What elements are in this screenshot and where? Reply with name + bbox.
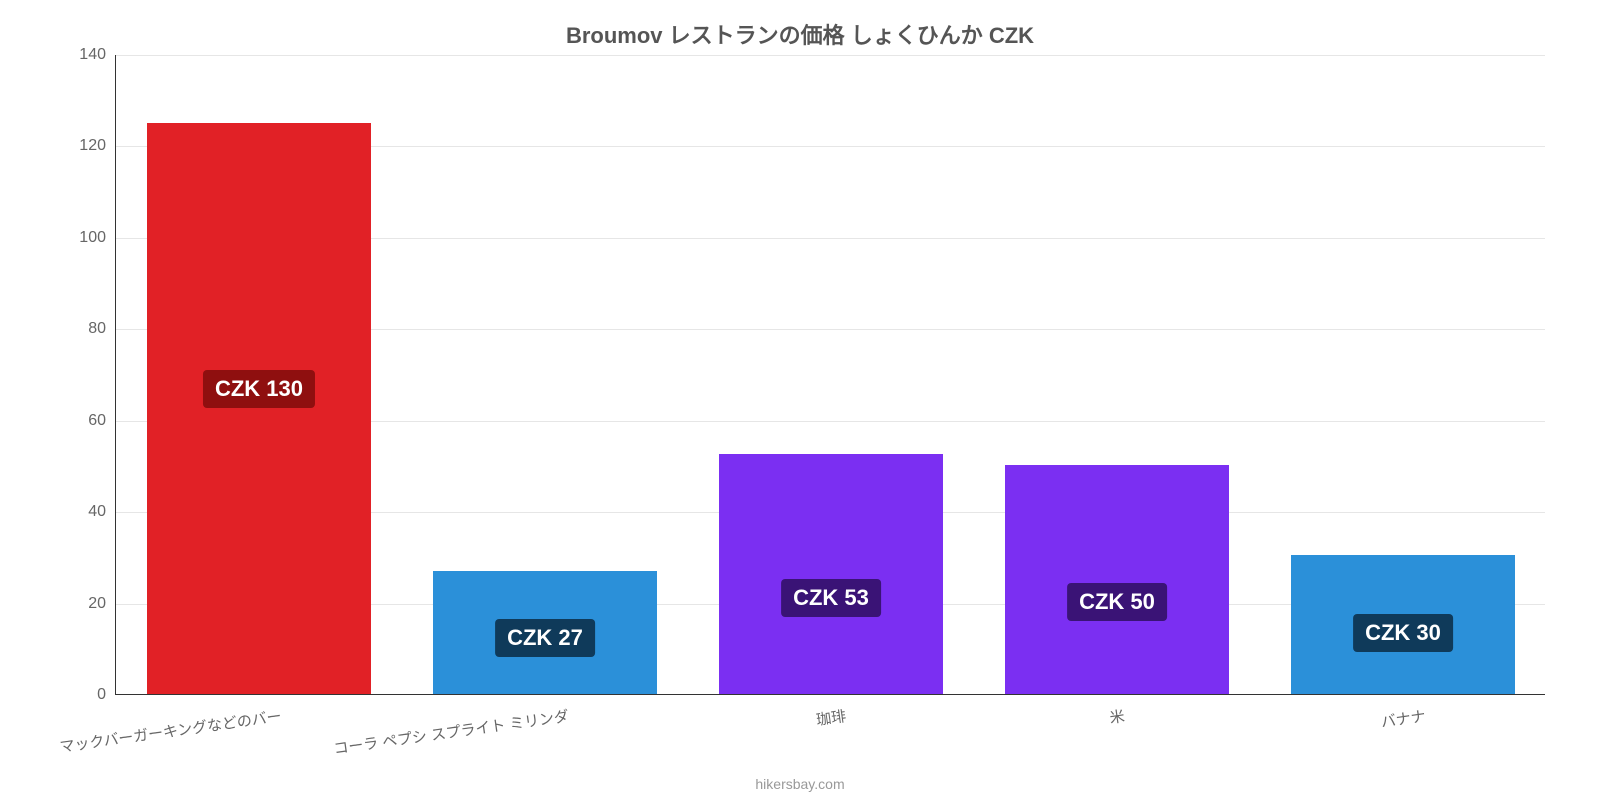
x-axis-tick-label: バナナ — [1379, 705, 1427, 732]
y-axis-tick-label: 0 — [66, 686, 106, 704]
bar-value-label: CZK 53 — [781, 579, 881, 617]
bar-value-label: CZK 130 — [203, 370, 315, 408]
x-axis-tick-label: 米 — [1108, 705, 1126, 728]
gridline — [116, 55, 1545, 56]
x-axis-tick-label: 珈琲 — [815, 705, 848, 730]
bar-value-label: CZK 30 — [1353, 614, 1453, 652]
y-axis-tick-label: 100 — [66, 229, 106, 247]
y-axis-tick-label: 140 — [66, 46, 106, 64]
y-axis-tick-label: 40 — [66, 503, 106, 521]
attribution-text: hikersbay.com — [0, 776, 1600, 792]
y-axis-tick-label: 20 — [66, 595, 106, 613]
x-axis-tick-label: コーラ ペプシ スプライト ミリンダ — [332, 705, 570, 759]
y-axis-tick-label: 60 — [66, 412, 106, 430]
bar — [719, 454, 942, 694]
x-axis-tick-label: マックバーガーキングなどのバー — [58, 705, 283, 757]
bar — [1005, 465, 1228, 694]
y-axis-tick-label: 120 — [66, 137, 106, 155]
bar-value-label: CZK 50 — [1067, 583, 1167, 621]
chart-title: Broumov レストランの価格 しょくひんか CZK — [0, 18, 1600, 50]
plot-area: 020406080100120140CZK 130マックバーガーキングなどのバー… — [115, 55, 1545, 695]
chart-container: Broumov レストランの価格 しょくひんか CZK 020406080100… — [0, 0, 1600, 800]
bar-value-label: CZK 27 — [495, 619, 595, 657]
y-axis-tick-label: 80 — [66, 320, 106, 338]
